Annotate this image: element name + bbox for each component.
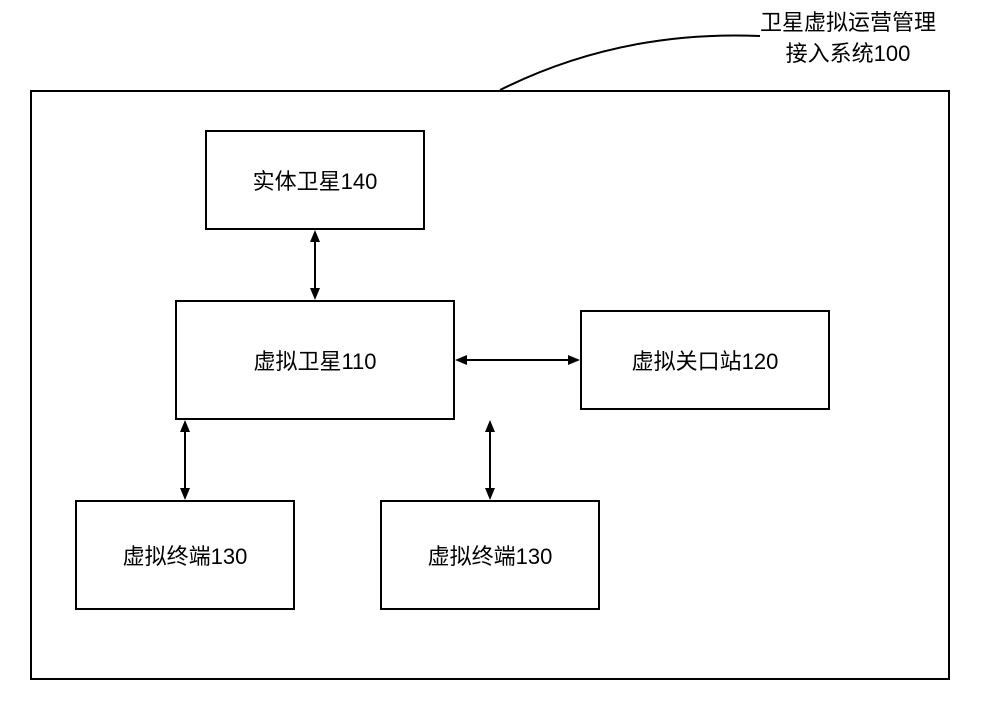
diagram-canvas: 卫星虚拟运营管理 接入系统100 实体卫星140 虚拟卫星110 虚拟关口站12… [0,0,1000,704]
arrows-layer [0,0,1000,704]
